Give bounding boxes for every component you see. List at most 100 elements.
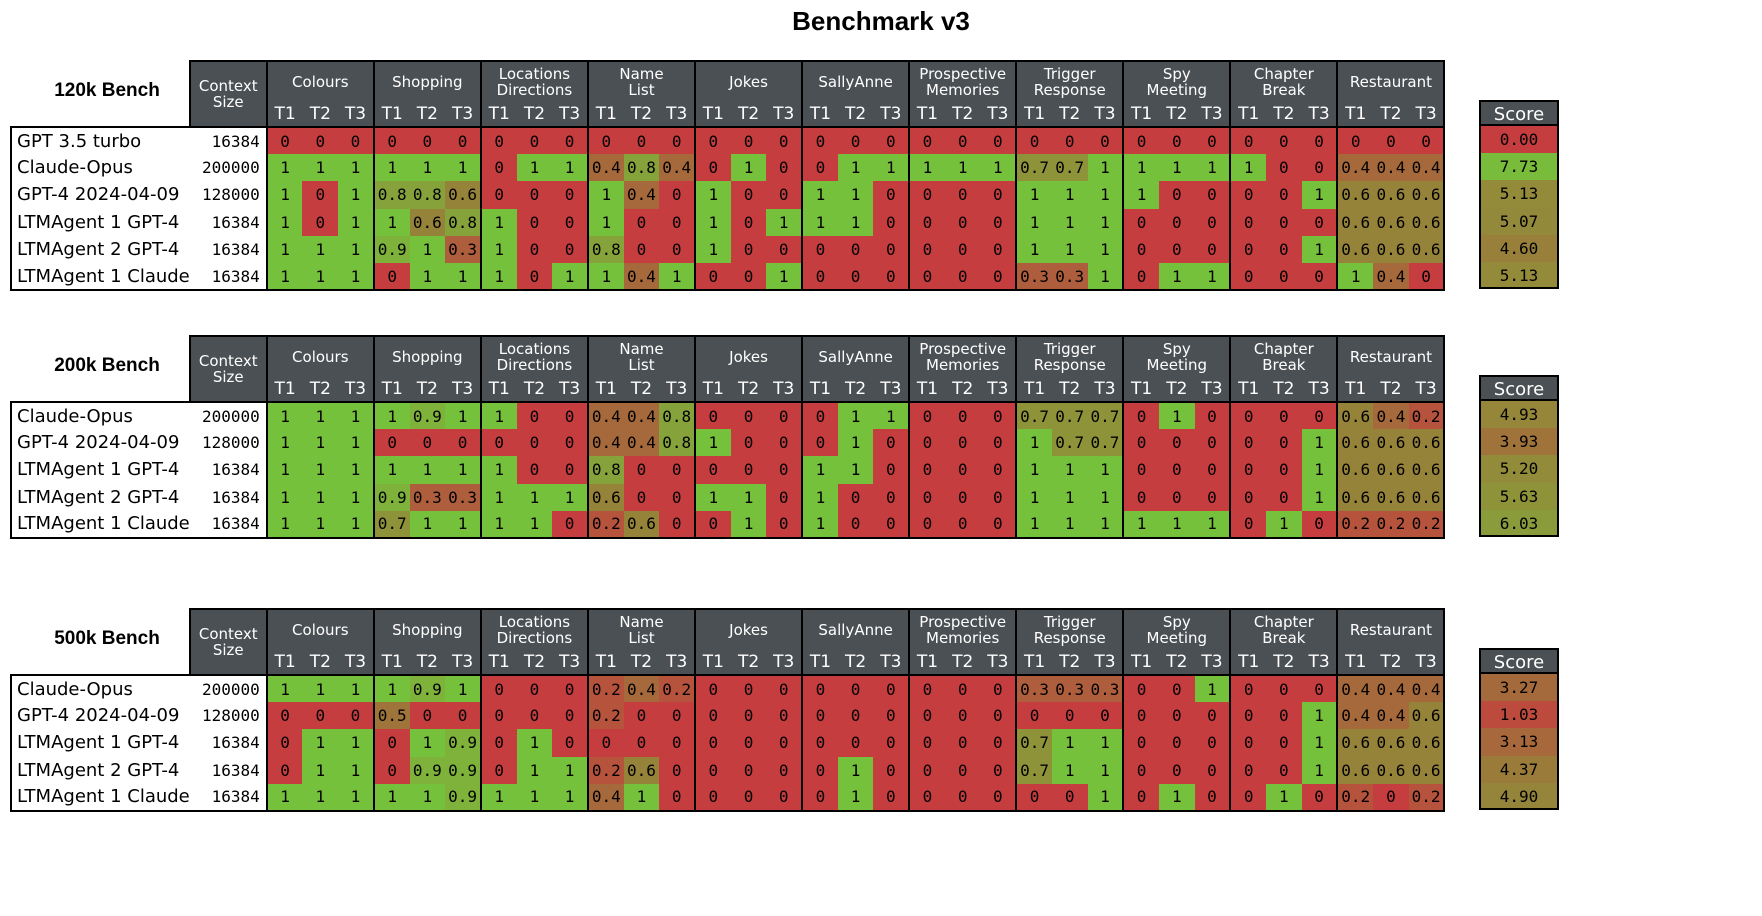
trial-header: T1 <box>801 649 838 676</box>
score-cell: 0 <box>552 510 589 539</box>
score-cell: 0 <box>801 675 838 703</box>
score-cell: 0 <box>730 208 767 236</box>
score-cell: 0 <box>1229 181 1267 209</box>
score-cell: 0 <box>730 235 767 263</box>
score-cell: 1 <box>445 510 482 539</box>
score-cell: 0 <box>944 675 981 703</box>
score-cell: 1 <box>409 510 446 539</box>
score-cell: 1 <box>1301 729 1339 757</box>
trial-header: T2 <box>944 649 981 676</box>
score-cell: 0.9 <box>372 235 410 263</box>
score-cell: 0 <box>694 783 731 812</box>
score-cell: 1 <box>265 429 303 457</box>
table-row: Claude-Opus 200000 1 1 1 1 1 1 0 1 1 0.4 0.8 0.4 0 1 0 0 1… <box>10 154 1446 182</box>
score-cell: 1 <box>659 262 697 292</box>
score-cell: 0 <box>659 510 697 539</box>
score-cell: 0 <box>1266 154 1302 182</box>
score-cell: 1 <box>265 262 303 292</box>
score-cell: 0.2 <box>659 675 697 703</box>
score-cell: 0 <box>944 483 981 511</box>
score-cell: 0 <box>908 783 945 812</box>
context-size-value: 128000 <box>189 181 268 209</box>
task-header-restaurant: Restaurant <box>1336 608 1446 649</box>
score-cell: 0.6 <box>1408 429 1446 457</box>
score-cell: 0 <box>623 235 660 263</box>
trial-header: T1 <box>1122 101 1159 128</box>
score-cell: 0 <box>837 262 874 292</box>
score-cell: 0 <box>694 402 731 430</box>
score-cell: 0 <box>1194 783 1232 812</box>
results-table: Context Size Colours Shopping Locations Direc… <box>10 60 1446 292</box>
score-cell: 0 <box>1194 127 1232 155</box>
score-cell: 0 <box>479 729 517 757</box>
score-cell: 1 <box>1194 154 1232 182</box>
score-cell: 1 <box>801 483 838 511</box>
trial-header: T3 <box>1087 649 1125 676</box>
trial-header: T3 <box>445 376 482 403</box>
score-cell: 0.4 <box>586 402 624 430</box>
score-cell: 0 <box>1051 702 1088 730</box>
score-cell: 0 <box>1194 429 1232 457</box>
score-cell: 0.6 <box>623 510 660 539</box>
score-cell: 0.6 <box>1373 756 1409 784</box>
score-cell: 0.7 <box>1015 756 1052 784</box>
score-cell: 1 <box>479 235 517 263</box>
score-cell: 1 <box>516 756 553 784</box>
score-cell: 0 <box>1158 729 1195 757</box>
score-cell: 0 <box>1301 127 1339 155</box>
task-header-spy-meeting: Spy Meeting <box>1122 608 1232 649</box>
trial-header: T3 <box>338 101 375 128</box>
score-cell: 1 <box>265 675 303 703</box>
trial-header: T1 <box>694 101 731 128</box>
score-cell: 1 <box>265 208 303 236</box>
score-cell: 0 <box>552 729 589 757</box>
score-cell: 0 <box>1229 510 1267 539</box>
trial-header: T2 <box>1266 376 1302 403</box>
score-cell: 0 <box>1229 208 1267 236</box>
table-row: GPT-4 2024-04-09 128000 1 1 1 0 0 0 0 0 0 0.4 0.4 0.8… <box>10 429 1446 457</box>
total-score: 4.90 <box>1479 782 1559 810</box>
score-cell: 0.6 <box>1408 181 1446 209</box>
score-cell: 0 <box>801 402 838 430</box>
trial-header: T3 <box>659 649 697 676</box>
score-cell: 0 <box>801 729 838 757</box>
score-cell: 1 <box>1051 483 1088 511</box>
score-cell: 1 <box>837 208 874 236</box>
score-cell: 0.7 <box>1051 154 1088 182</box>
score-cell: 0.9 <box>409 756 446 784</box>
model-name: LTMAgent 1 GPT-4 <box>10 729 190 757</box>
score-cell: 0 <box>1194 483 1232 511</box>
score-cell: 0 <box>1122 262 1159 292</box>
score-cell: 0.6 <box>1336 208 1374 236</box>
score-cell: 1 <box>302 483 339 511</box>
score-cell: 0.8 <box>372 181 410 209</box>
score-cell: 1 <box>873 154 911 182</box>
score-cell: 1 <box>801 456 838 484</box>
score-cell: 1 <box>1158 510 1195 539</box>
score-cell: 1 <box>302 675 339 703</box>
context-size-value: 200000 <box>189 673 268 703</box>
score-cell: 0 <box>372 429 410 457</box>
score-cell: 0 <box>552 429 589 457</box>
score-cell: 1 <box>338 675 375 703</box>
trial-header: T2 <box>837 101 874 128</box>
score-cell: 0.9 <box>409 675 446 703</box>
task-header-chapter-break: Chapter Break <box>1229 60 1339 101</box>
score-cell: 0 <box>409 702 446 730</box>
score-cell: 1 <box>302 510 339 539</box>
score-cell: 0 <box>623 127 660 155</box>
score-cell: 0 <box>623 208 660 236</box>
score-cell: 1 <box>623 783 660 812</box>
task-header-jokes: Jokes <box>694 608 804 649</box>
score-cell: 1 <box>302 262 339 292</box>
score-cell: 0 <box>766 154 804 182</box>
score-cell: 1 <box>1336 262 1374 292</box>
score-cell: 0.2 <box>1408 510 1446 539</box>
trial-header: T3 <box>338 376 375 403</box>
score-cell: 1 <box>1158 154 1195 182</box>
score-cell: 0 <box>409 429 446 457</box>
score-cell: 0.8 <box>623 154 660 182</box>
trial-header: T3 <box>445 101 482 128</box>
score-cell: 0 <box>1229 402 1267 430</box>
score-cell: 1 <box>1158 783 1195 812</box>
